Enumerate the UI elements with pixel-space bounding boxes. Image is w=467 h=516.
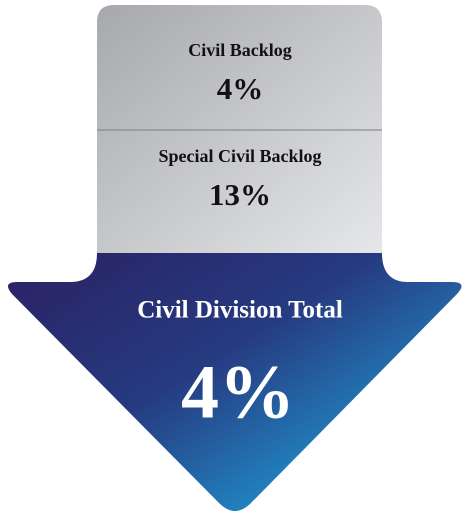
panel-value: 4% — [217, 71, 264, 106]
panel-value: 13% — [209, 177, 271, 212]
total-value: 4% — [181, 350, 295, 434]
arrow — [8, 253, 462, 511]
panel-label: Civil Backlog — [188, 40, 292, 60]
panel-label: Special Civil Backlog — [158, 146, 321, 166]
total-label: Civil Division Total — [137, 297, 343, 324]
